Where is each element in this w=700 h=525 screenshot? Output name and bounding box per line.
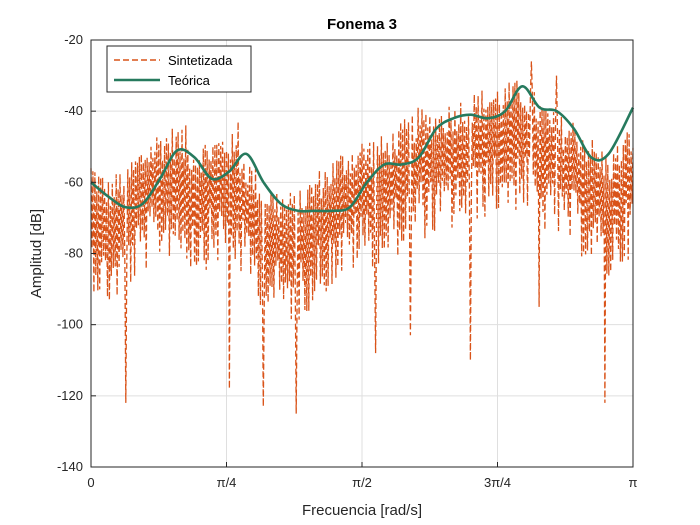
y-tick-label: -80 (64, 246, 83, 261)
y-tick-label: -100 (57, 317, 83, 332)
y-tick-label: -140 (57, 459, 83, 474)
x-tick-label: π/4 (217, 475, 237, 490)
series-line-sintetizada (90, 61, 634, 414)
legend-label-sintetizada: Sintetizada (168, 53, 233, 68)
x-tick-label: 0 (87, 475, 94, 490)
ticks: 0 π/4 π/2 3π/4 π -140 -120 -100 -80 -60 -40 -20 (57, 32, 638, 490)
y-tick-label: -20 (64, 32, 83, 47)
y-tick-label: -120 (57, 388, 83, 403)
legend-label-teorica: Teórica (168, 73, 211, 88)
series-group (90, 61, 635, 414)
chart-title: Fonema 3 (327, 16, 397, 33)
y-tick-label: -40 (64, 103, 83, 118)
y-tick-label: -60 (64, 174, 83, 189)
y-axis-label: Amplitud [dB] (28, 209, 45, 298)
x-axis-label: Frecuencia [rad/s] (302, 502, 422, 519)
legend-box (106, 45, 252, 93)
x-tick-label: π (629, 475, 638, 490)
series-line-teorica (90, 85, 635, 213)
x-tick-label: 3π/4 (484, 475, 511, 490)
x-tick-label: π/2 (352, 475, 372, 490)
legend[interactable]: Sintetizada Teórica (106, 45, 252, 93)
